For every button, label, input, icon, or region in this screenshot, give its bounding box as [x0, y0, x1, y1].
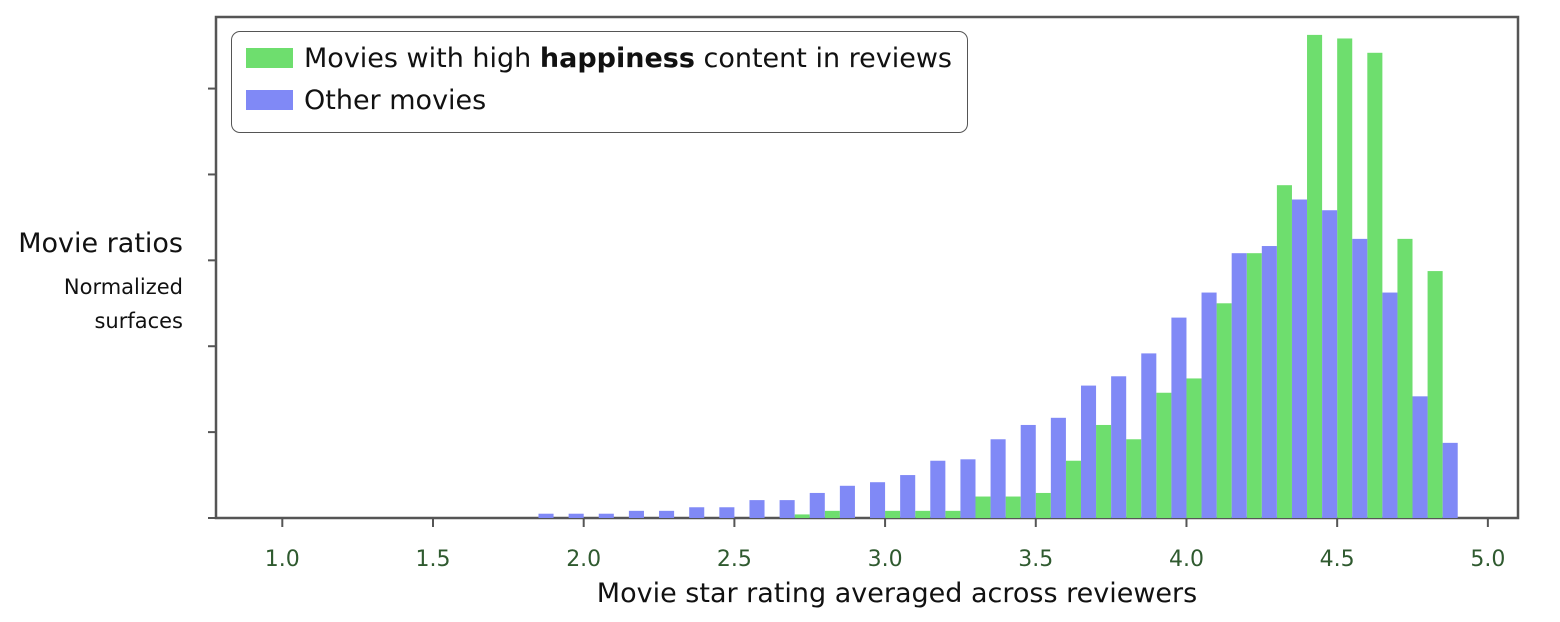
- bar-other-2.9: [870, 482, 886, 518]
- bar-other-2.5: [749, 500, 765, 518]
- x-tick-label: 3.5: [1018, 547, 1053, 572]
- bar-happiness-4.0: [1186, 378, 1202, 518]
- legend-label-other: Other movies: [304, 84, 487, 116]
- bar-happiness-3.7: [1096, 424, 1112, 518]
- x-tick-label: 1.0: [265, 547, 300, 572]
- bar-other-4.0: [1201, 292, 1217, 518]
- bar-happiness-4.6: [1367, 52, 1383, 518]
- legend-swatch-happiness: [246, 48, 293, 68]
- bar-happiness-3.8: [1126, 439, 1142, 518]
- bars-group: [538, 34, 1458, 519]
- bar-other-3.9: [1171, 317, 1187, 518]
- bar-happiness-3.5: [1035, 492, 1051, 518]
- bar-happiness-4.5: [1337, 38, 1353, 518]
- x-tick-label: 3.0: [868, 547, 903, 572]
- x-tick-label: 2.5: [717, 547, 752, 572]
- legend-item-other: Other movies: [246, 80, 486, 120]
- x-axis-label: Movie star rating averaged across review…: [596, 578, 1198, 609]
- bar-happiness-2.7: [794, 514, 810, 518]
- y-axis-sublabel: Normalized surfaces: [63, 275, 183, 333]
- bar-other-3.0: [900, 475, 916, 518]
- bar-happiness-3.6: [1065, 460, 1081, 518]
- bar-happiness-4.3: [1276, 185, 1292, 518]
- bar-other-4.3: [1291, 199, 1308, 518]
- bar-other-2.7: [809, 492, 825, 518]
- bar-happiness-3.4: [1005, 496, 1021, 518]
- bar-other-4.7: [1412, 396, 1428, 518]
- bar-other-2.4: [719, 507, 735, 518]
- bar-other-3.4: [1020, 424, 1036, 518]
- x-tick-label: 5.0: [1470, 547, 1505, 572]
- bar-other-2.2: [659, 510, 675, 518]
- x-tick-label: 4.5: [1320, 547, 1355, 572]
- bar-other-4.6: [1382, 292, 1398, 518]
- bar-other-4.4: [1322, 210, 1338, 519]
- bar-other-2.1: [628, 510, 644, 518]
- bar-other-2.6: [779, 500, 795, 518]
- bar-happiness-4.1: [1216, 303, 1232, 518]
- bar-other-3.3: [990, 439, 1006, 518]
- x-ticks-group: 1.0 1.5 2.0 2.5 3.0 3.5 4.0 4.5 5.0: [265, 518, 1505, 572]
- x-tick-label: 4.0: [1169, 547, 1204, 572]
- legend-item-happiness: Movies with high happiness content in re…: [246, 38, 952, 78]
- bar-other-4.1: [1231, 253, 1247, 518]
- legend-label-emphasis: happiness: [539, 42, 695, 74]
- bar-happiness-3.2: [945, 510, 961, 518]
- y-ticks-group: [208, 87, 216, 519]
- bar-happiness-3.0: [885, 510, 901, 518]
- legend-label-part-1: Movies with high: [304, 42, 540, 74]
- legend: Movies with high happiness content in re…: [231, 31, 968, 133]
- bar-other-3.7: [1111, 376, 1127, 518]
- x-tick-label: 2.0: [566, 547, 601, 572]
- y-axis-label: Movie ratios: [18, 228, 183, 259]
- bar-happiness-4.7: [1397, 238, 1413, 518]
- bar-happiness-3.1: [915, 510, 931, 518]
- bar-other-4.8: [1442, 442, 1458, 518]
- bar-other-3.1: [930, 460, 946, 518]
- bar-other-3.6: [1080, 385, 1097, 518]
- bar-happiness-4.2: [1246, 253, 1262, 518]
- bar-other-2.8: [839, 485, 855, 518]
- bar-other-1.9: [568, 513, 584, 518]
- bar-other-2.3: [689, 507, 705, 518]
- bar-happiness-3.3: [975, 496, 991, 518]
- bar-other-4.5: [1352, 238, 1368, 518]
- legend-label-happiness: Movies with high happiness content in re…: [304, 43, 952, 74]
- bar-other-1.8: [538, 513, 554, 518]
- bar-happiness-2.8: [824, 510, 840, 518]
- bar-other-2.0: [598, 513, 614, 518]
- x-tick-label: 1.5: [416, 547, 451, 572]
- bar-other-3.8: [1141, 353, 1157, 518]
- bar-happiness-4.4: [1307, 34, 1323, 518]
- legend-label-part-3: content in reviews: [694, 42, 952, 74]
- legend-swatch-other: [246, 90, 293, 110]
- bar-other-4.2: [1261, 246, 1277, 518]
- bar-other-3.5: [1050, 417, 1066, 518]
- bar-happiness-4.8: [1427, 271, 1443, 518]
- bar-happiness-3.9: [1156, 392, 1172, 518]
- bar-other-3.2: [960, 459, 976, 518]
